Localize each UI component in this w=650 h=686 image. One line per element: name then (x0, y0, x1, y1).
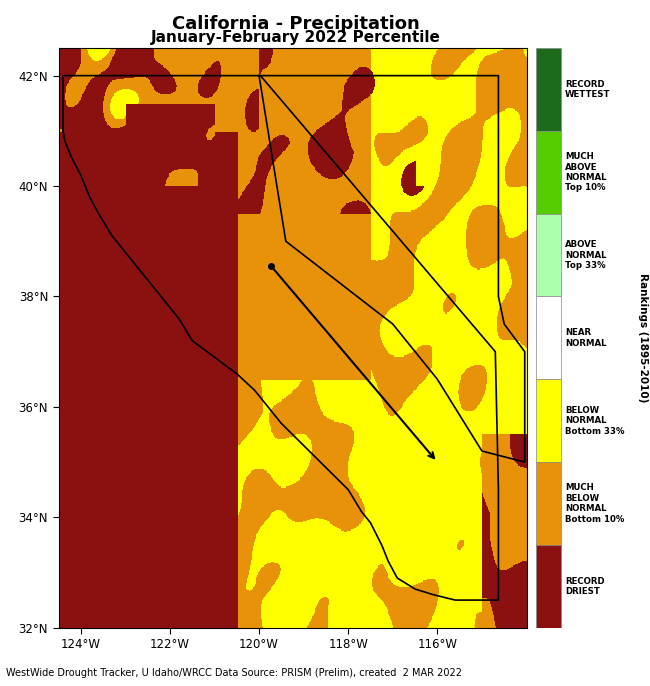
Bar (536, 545, 561, 628)
Text: January-February 2022 Percentile: January-February 2022 Percentile (151, 30, 441, 45)
Text: MUCH
BELOW
NORMAL
Bottom 10%: MUCH BELOW NORMAL Bottom 10% (565, 484, 624, 523)
Text: RECORD
DRIEST: RECORD DRIEST (565, 577, 604, 596)
Bar (536, 462, 561, 545)
Text: WestWide Drought Tracker, U Idaho/WRCC Data Source: PRISM (Prelim), created  2 M: WestWide Drought Tracker, U Idaho/WRCC D… (6, 667, 463, 678)
Text: California - Precipitation: California - Precipitation (172, 15, 420, 33)
Bar (536, 48, 561, 131)
Bar (536, 213, 561, 296)
Text: ABOVE
NORMAL
Top 33%: ABOVE NORMAL Top 33% (565, 240, 606, 270)
Text: Rankings (1895-2010): Rankings (1895-2010) (638, 273, 649, 403)
Bar (536, 131, 561, 213)
Bar (536, 296, 561, 379)
Bar (536, 379, 561, 462)
Text: MUCH
ABOVE
NORMAL
Top 10%: MUCH ABOVE NORMAL Top 10% (565, 152, 606, 192)
Text: BELOW
NORMAL
Bottom 33%: BELOW NORMAL Bottom 33% (565, 405, 625, 436)
Text: NEAR
NORMAL: NEAR NORMAL (565, 328, 606, 348)
Text: RECORD
WETTEST: RECORD WETTEST (565, 80, 610, 99)
